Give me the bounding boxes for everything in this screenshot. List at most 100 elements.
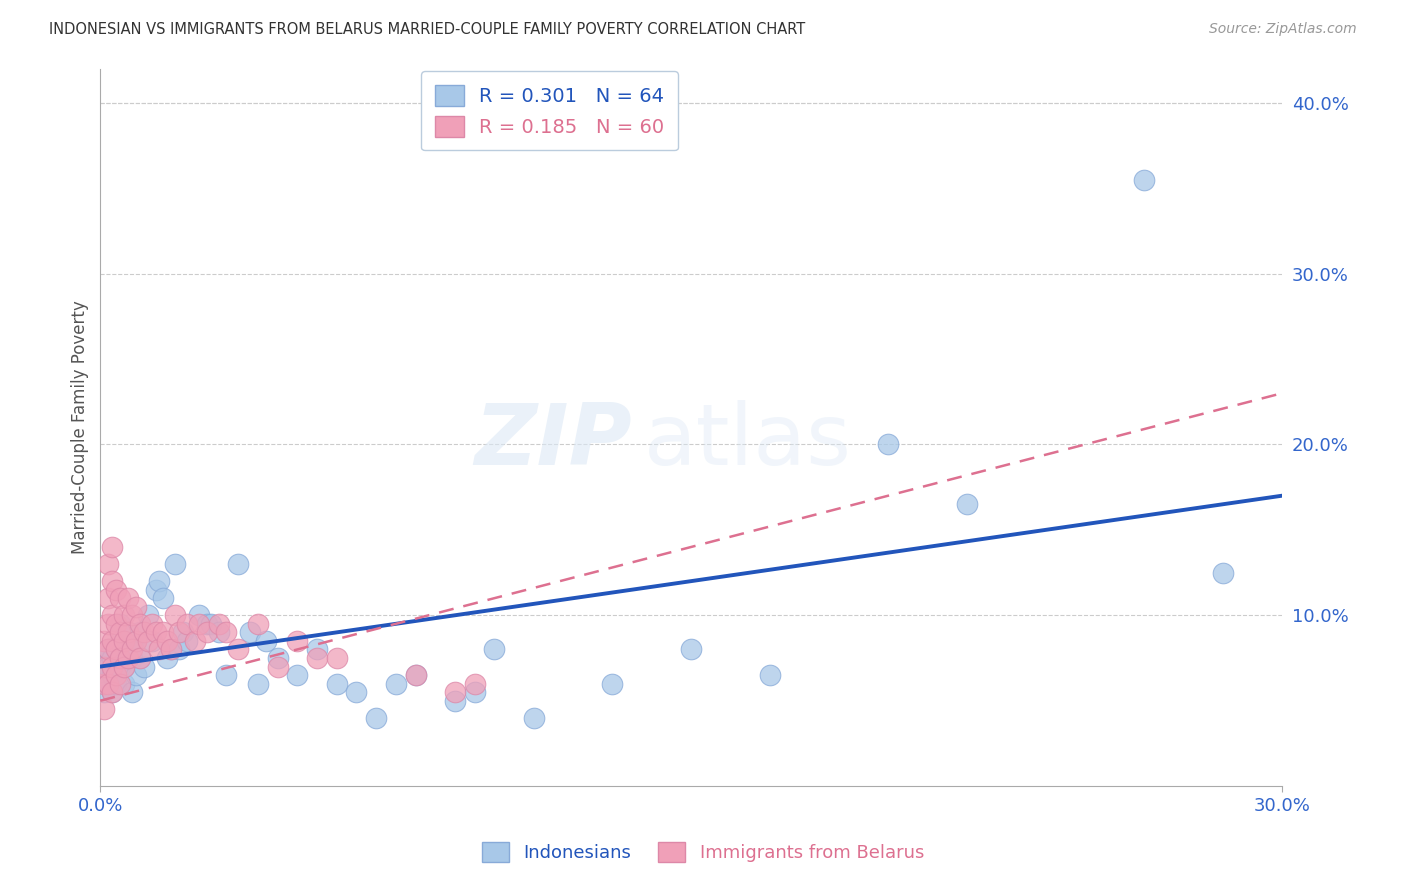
- Point: [184, 634, 207, 648]
- Point: [602, 676, 624, 690]
- Point: [148, 574, 170, 588]
- Point: [101, 659, 124, 673]
- Point: [160, 642, 183, 657]
- Point: [523, 711, 546, 725]
- Point: [97, 676, 120, 690]
- Point: [112, 676, 135, 690]
- Point: [464, 685, 486, 699]
- Point: [226, 557, 249, 571]
- Point: [136, 634, 159, 648]
- Point: [165, 557, 187, 571]
- Point: [176, 634, 198, 648]
- Point: [156, 651, 179, 665]
- Point: [246, 616, 269, 631]
- Point: [145, 582, 167, 597]
- Point: [97, 591, 120, 606]
- Point: [187, 616, 209, 631]
- Point: [121, 608, 143, 623]
- Point: [125, 634, 148, 648]
- Point: [121, 685, 143, 699]
- Legend: R = 0.301   N = 64, R = 0.185   N = 60: R = 0.301 N = 64, R = 0.185 N = 60: [420, 71, 678, 151]
- Point: [207, 625, 229, 640]
- Point: [97, 676, 120, 690]
- Point: [108, 659, 131, 673]
- Point: [117, 625, 139, 640]
- Point: [141, 634, 163, 648]
- Point: [346, 685, 368, 699]
- Point: [97, 616, 120, 631]
- Point: [285, 634, 308, 648]
- Point: [101, 685, 124, 699]
- Point: [172, 625, 194, 640]
- Point: [97, 557, 120, 571]
- Point: [97, 659, 120, 673]
- Point: [176, 616, 198, 631]
- Point: [93, 676, 115, 690]
- Point: [97, 642, 120, 657]
- Point: [93, 651, 115, 665]
- Point: [136, 608, 159, 623]
- Point: [112, 608, 135, 623]
- Point: [464, 676, 486, 690]
- Point: [108, 634, 131, 648]
- Point: [195, 616, 218, 631]
- Point: [1133, 172, 1156, 186]
- Point: [305, 642, 328, 657]
- Point: [266, 651, 288, 665]
- Point: [121, 642, 143, 657]
- Point: [117, 642, 139, 657]
- Point: [128, 625, 150, 640]
- Point: [101, 634, 124, 648]
- Point: [132, 659, 155, 673]
- Text: INDONESIAN VS IMMIGRANTS FROM BELARUS MARRIED-COUPLE FAMILY POVERTY CORRELATION : INDONESIAN VS IMMIGRANTS FROM BELARUS MA…: [49, 22, 806, 37]
- Point: [97, 642, 120, 657]
- Point: [484, 642, 506, 657]
- Point: [405, 668, 427, 682]
- Point: [305, 651, 328, 665]
- Point: [105, 642, 128, 657]
- Point: [105, 676, 128, 690]
- Point: [93, 634, 115, 648]
- Text: atlas: atlas: [644, 401, 852, 483]
- Point: [325, 651, 347, 665]
- Point: [285, 668, 308, 682]
- Point: [152, 591, 174, 606]
- Point: [105, 668, 128, 682]
- Point: [108, 591, 131, 606]
- Point: [325, 676, 347, 690]
- Point: [759, 668, 782, 682]
- Point: [246, 676, 269, 690]
- Point: [266, 659, 288, 673]
- Point: [160, 642, 183, 657]
- Point: [167, 642, 190, 657]
- Point: [145, 625, 167, 640]
- Point: [877, 437, 900, 451]
- Point: [117, 591, 139, 606]
- Legend: Indonesians, Immigrants from Belarus: Indonesians, Immigrants from Belarus: [475, 835, 931, 870]
- Point: [444, 685, 467, 699]
- Point: [93, 702, 115, 716]
- Point: [121, 651, 143, 665]
- Point: [956, 497, 979, 511]
- Point: [132, 625, 155, 640]
- Point: [444, 694, 467, 708]
- Point: [112, 659, 135, 673]
- Point: [141, 616, 163, 631]
- Point: [108, 616, 131, 631]
- Point: [117, 651, 139, 665]
- Point: [101, 540, 124, 554]
- Point: [165, 608, 187, 623]
- Point: [101, 651, 124, 665]
- Point: [112, 659, 135, 673]
- Point: [239, 625, 262, 640]
- Point: [195, 625, 218, 640]
- Point: [148, 642, 170, 657]
- Text: ZIP: ZIP: [475, 401, 633, 483]
- Point: [215, 668, 238, 682]
- Point: [187, 608, 209, 623]
- Point: [101, 685, 124, 699]
- Point: [101, 668, 124, 682]
- Point: [254, 634, 277, 648]
- Point: [366, 711, 388, 725]
- Point: [101, 608, 124, 623]
